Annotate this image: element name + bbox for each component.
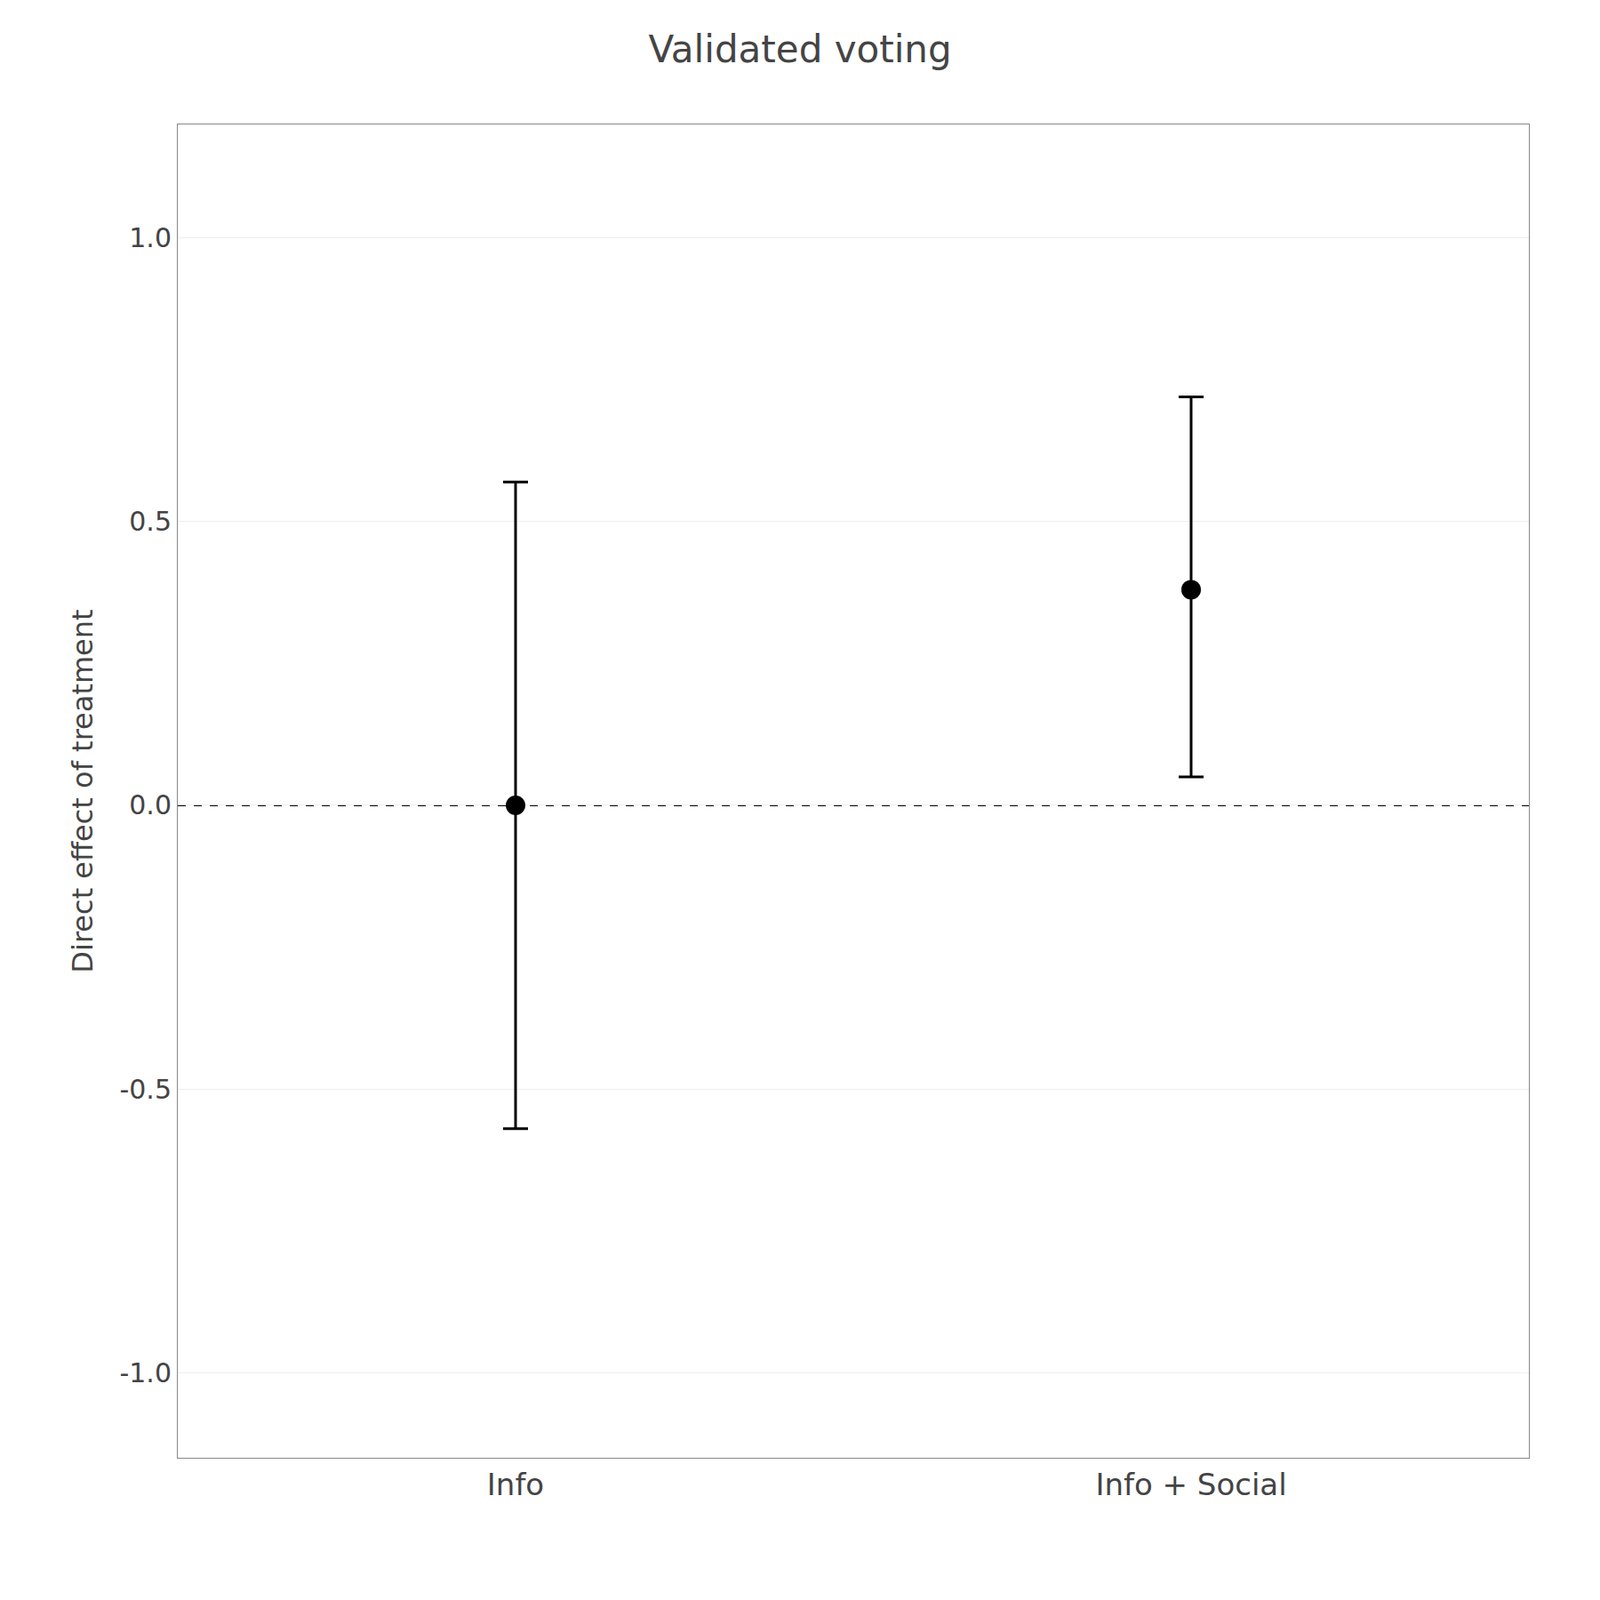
svg-text:1.0: 1.0 xyxy=(128,222,172,254)
svg-text:-1.0: -1.0 xyxy=(119,1357,172,1389)
svg-text:Validated voting: Validated voting xyxy=(648,27,952,72)
svg-text:Info: Info xyxy=(487,1466,544,1503)
svg-text:0.0: 0.0 xyxy=(128,789,172,821)
svg-text:Info + Social: Info + Social xyxy=(1095,1466,1287,1503)
svg-text:-0.5: -0.5 xyxy=(119,1073,172,1105)
svg-text:0.5: 0.5 xyxy=(128,505,172,537)
svg-text:Direct effect of treatment: Direct effect of treatment xyxy=(65,608,100,973)
